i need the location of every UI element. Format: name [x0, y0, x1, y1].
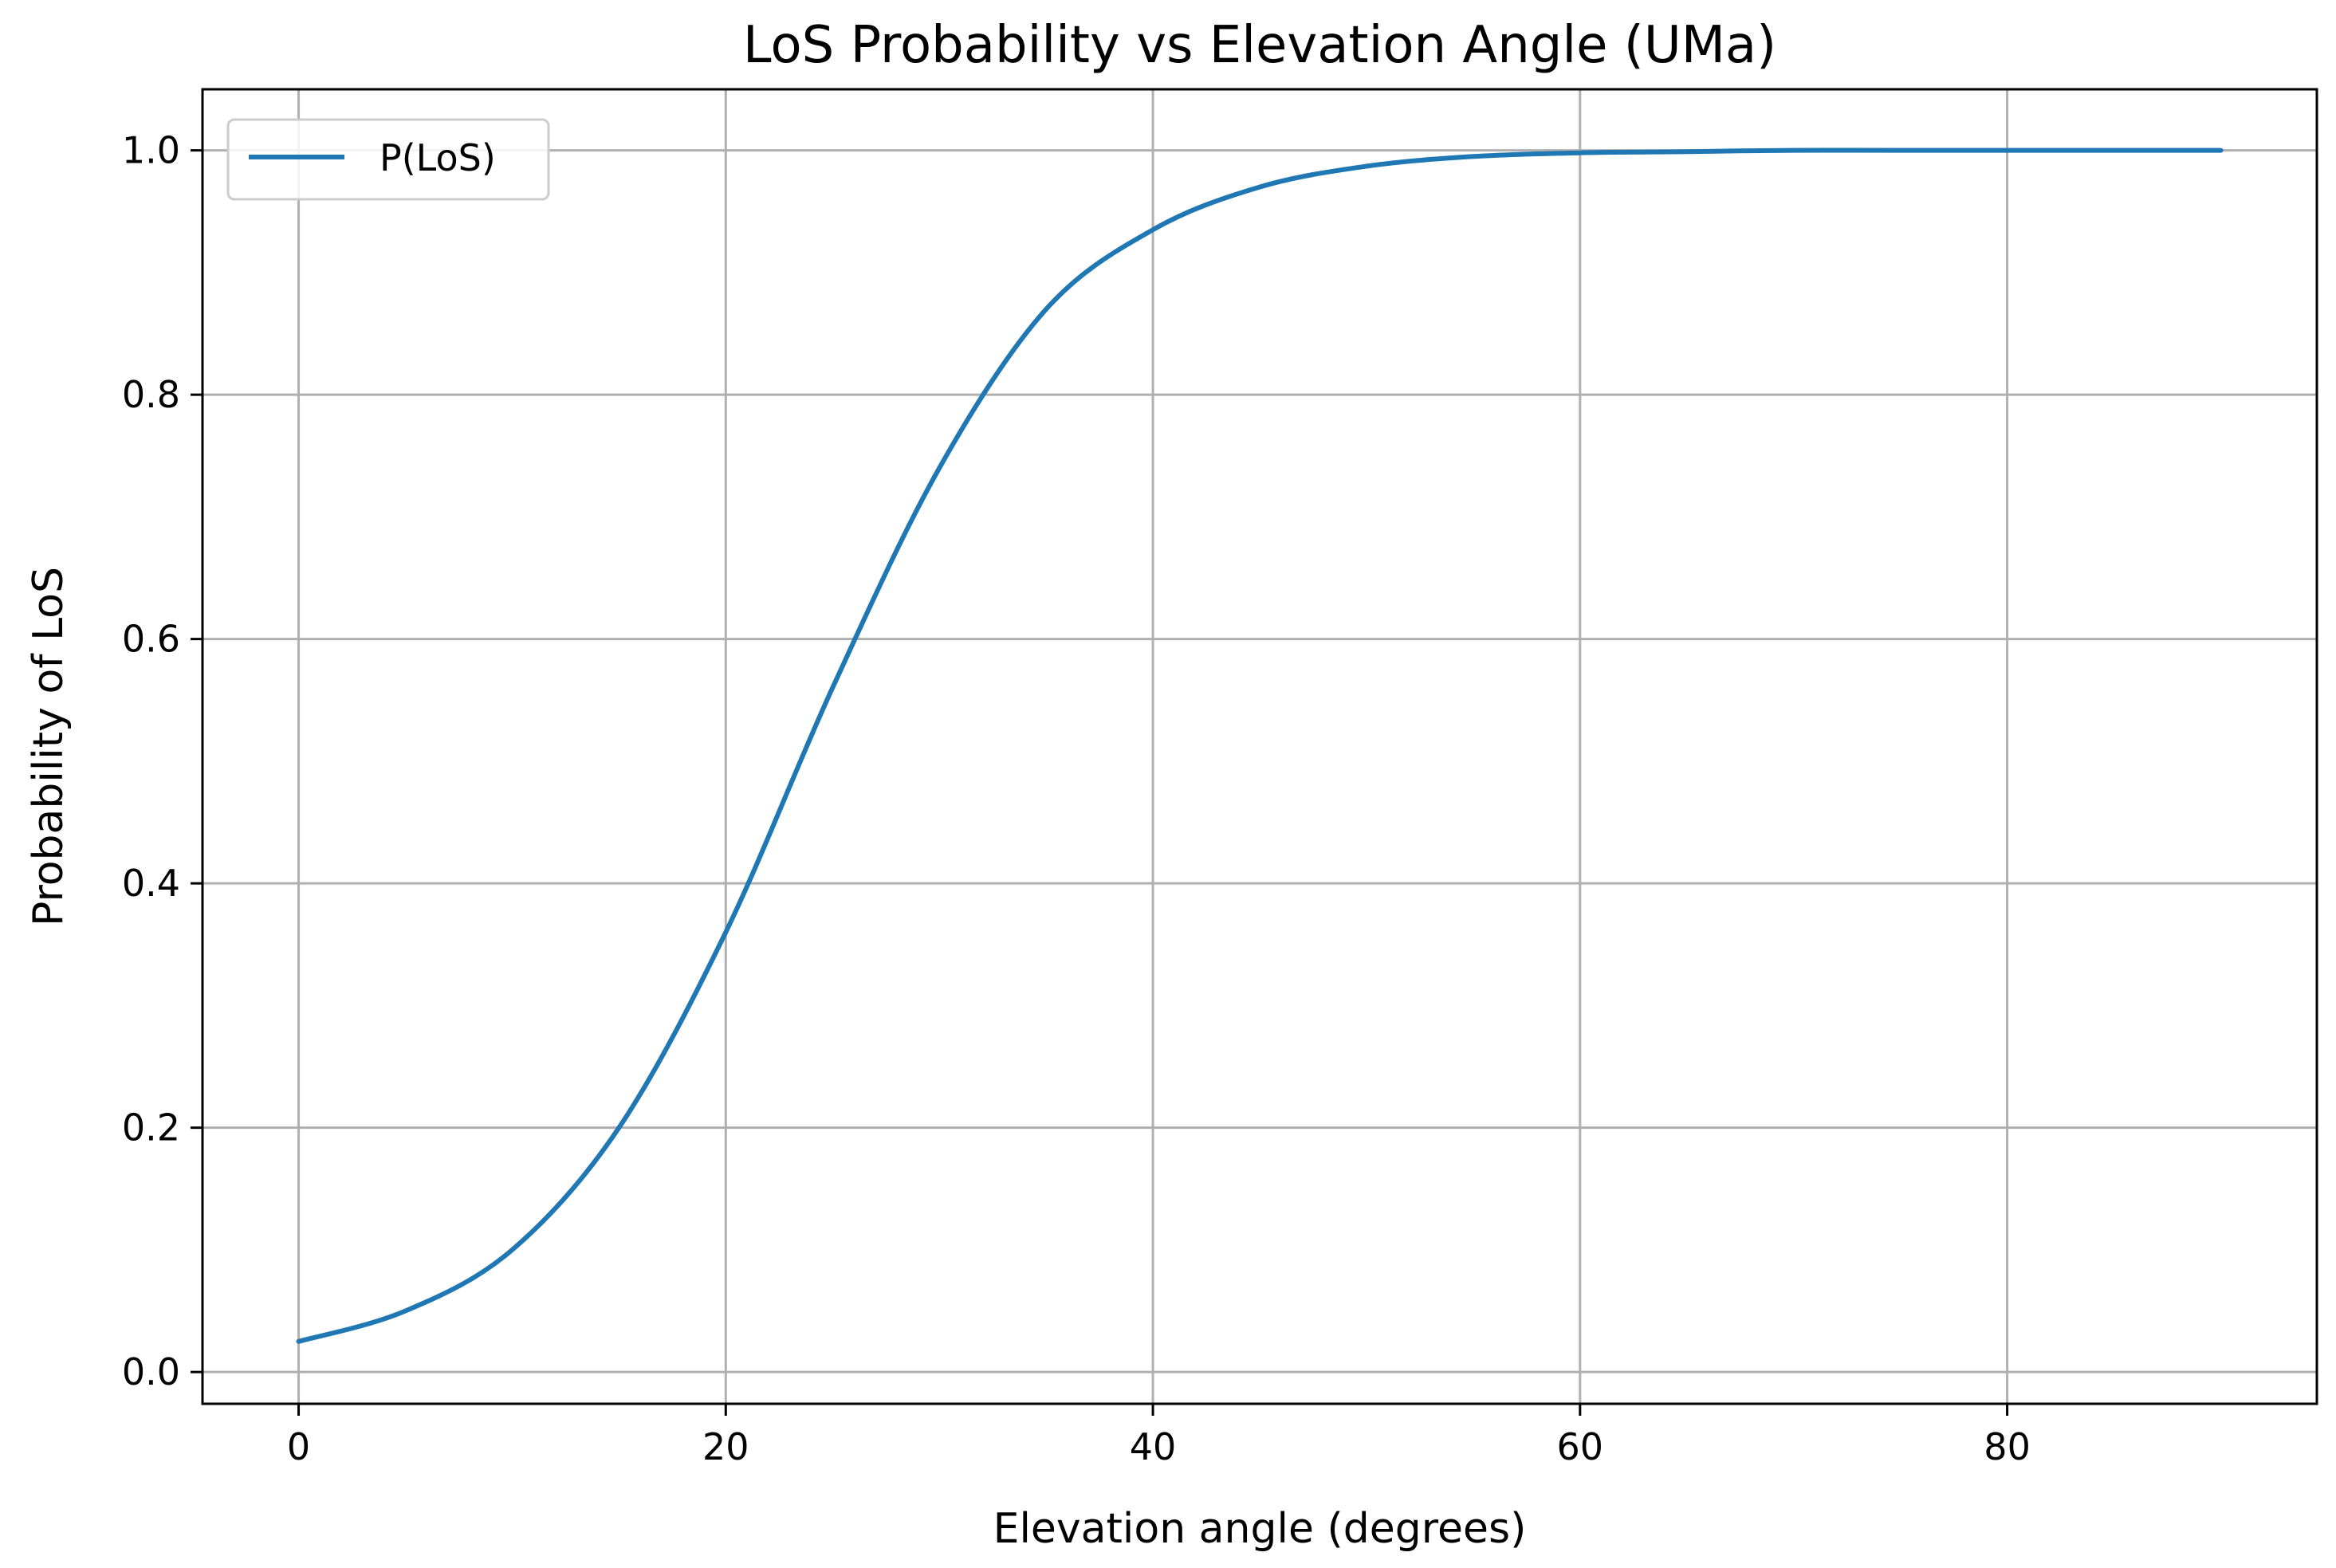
- series-line-p-los: [296, 147, 2224, 1344]
- legend: P(LoS): [226, 118, 550, 201]
- x-tick-label: 20: [702, 1425, 749, 1468]
- grid: [203, 89, 2317, 1404]
- x-tick-label: 80: [1984, 1425, 2031, 1468]
- y-tick-label: 0.2: [122, 1106, 180, 1149]
- plot-series: [296, 147, 2224, 1344]
- legend-box: [226, 118, 550, 201]
- chart-title: LoS Probability vs Elevation Angle (UMa): [743, 16, 1776, 75]
- y-tick-label: 0.8: [122, 373, 180, 416]
- legend-label-p-los: P(LoS): [380, 136, 496, 179]
- plot-frame: [201, 88, 2318, 1405]
- x-tick-label: 60: [1557, 1425, 1604, 1468]
- y-tick-label: 0.0: [122, 1350, 180, 1393]
- y-tick-label: 0.4: [122, 862, 180, 905]
- y-tick-label: 1.0: [122, 129, 180, 172]
- y-tick-label: 0.6: [122, 618, 180, 661]
- x-tick-label: 40: [1130, 1425, 1177, 1468]
- x-tick-label: 0: [287, 1425, 310, 1468]
- x-axis-title: Elevation angle (degrees): [993, 1505, 1527, 1553]
- axis-ticks: 0 20 40 60 80 0.0 0.2 0.4 0.6 0.8 1.0: [122, 129, 2031, 1468]
- y-axis-title: Probability of LoS: [25, 567, 73, 926]
